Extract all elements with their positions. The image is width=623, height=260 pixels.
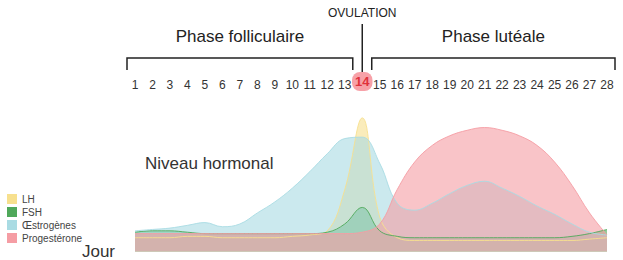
svg-text:2: 2 [149,78,156,92]
svg-text:3: 3 [167,78,174,92]
svg-text:22: 22 [495,78,509,92]
svg-text:9: 9 [272,78,279,92]
svg-text:15: 15 [373,78,387,92]
svg-text:Niveau hormonal: Niveau hormonal [145,154,274,173]
svg-text:10: 10 [286,78,300,92]
svg-text:8: 8 [254,78,261,92]
svg-text:Phase folliculaire: Phase folliculaire [176,27,305,46]
svg-text:12: 12 [321,78,335,92]
svg-text:19: 19 [443,78,457,92]
svg-text:7: 7 [237,78,244,92]
svg-text:20: 20 [460,78,474,92]
svg-text:5: 5 [202,78,209,92]
svg-text:1: 1 [132,78,139,92]
svg-text:18: 18 [426,78,440,92]
svg-text:24: 24 [530,78,544,92]
svg-text:25: 25 [548,78,562,92]
svg-text:23: 23 [513,78,527,92]
svg-text:FSH: FSH [22,207,42,218]
svg-text:28: 28 [600,78,614,92]
svg-text:11: 11 [304,78,317,92]
svg-text:OVULATION: OVULATION [328,6,396,20]
svg-text:6: 6 [219,78,226,92]
svg-text:13: 13 [338,78,352,92]
svg-text:26: 26 [565,78,579,92]
svg-text:Progestérone: Progestérone [22,233,82,244]
svg-text:Jour: Jour [82,242,115,260]
svg-text:16: 16 [391,78,405,92]
svg-text:LH: LH [22,194,35,205]
svg-text:27: 27 [583,78,597,92]
svg-text:17: 17 [408,78,422,92]
svg-text:21: 21 [478,78,492,92]
svg-text:Phase lutéale: Phase lutéale [442,27,545,46]
svg-text:Œstrogènes: Œstrogènes [22,220,76,231]
svg-text:14: 14 [355,74,370,89]
svg-text:4: 4 [184,78,191,92]
